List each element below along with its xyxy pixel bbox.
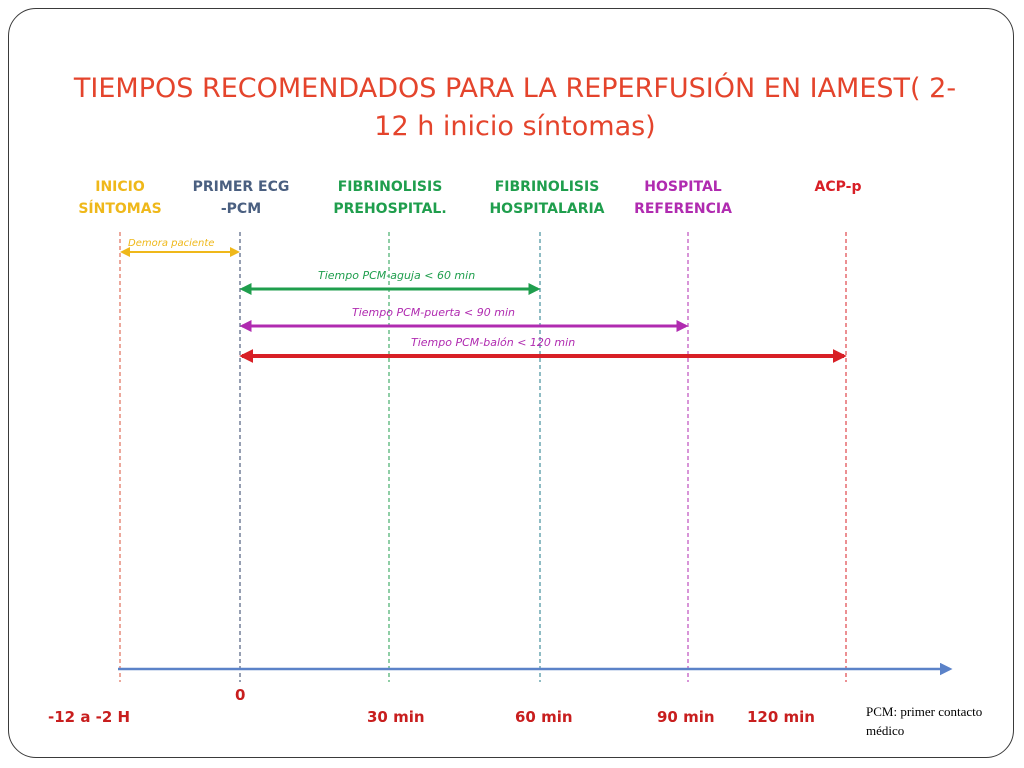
time-label-zero: 0 <box>235 686 246 704</box>
milestone-primer-ecg: PRIMER ECG -PCM <box>193 176 290 220</box>
milestone-primer-ecg-line2: -PCM <box>220 201 262 217</box>
time-label-90min: 90 min <box>657 708 715 726</box>
milestone-fibrinolisis-hosp-line1: FIBRINOLISIS <box>494 179 600 195</box>
milestone-inicio-sintomas: INICIO SÍNTOMAS <box>78 176 161 220</box>
milestone-hospital-referencia: HOSPITAL REFERENCIA <box>634 176 732 220</box>
milestone-fibrinolisis-pre-line1: FIBRINOLISIS <box>337 179 443 195</box>
label-pcm-puerta: Tiempo PCM-puerta < 90 min <box>352 306 515 319</box>
time-label-120min: 120 min <box>747 708 815 726</box>
slide-title: TIEMPOS RECOMENDADOS PARA LA REPERFUSIÓN… <box>73 73 957 142</box>
milestone-hospital-line1: HOSPITAL <box>644 179 722 195</box>
milestone-acp-line1: ACP-p <box>814 179 862 195</box>
milestone-fibrinolisis-hospitalaria: FIBRINOLISIS HOSPITALARIA <box>489 176 604 220</box>
milestone-inicio-line2: SÍNTOMAS <box>78 201 162 217</box>
milestone-primer-ecg-line1: PRIMER ECG <box>192 179 290 195</box>
milestone-fibrinolisis-prehospital: FIBRINOLISIS PREHOSPITAL. <box>333 176 446 220</box>
footnote-pcm: PCM: primer contacto médico <box>866 704 983 738</box>
time-label-60min: 60 min <box>515 708 573 726</box>
time-label-30min: 30 min <box>367 708 425 726</box>
milestone-acp-p: ACP-p <box>815 176 862 198</box>
label-pcm-aguja: Tiempo PCM-aguja < 60 min <box>318 269 475 282</box>
label-demora-paciente: Demora paciente <box>128 238 214 249</box>
milestone-fibrinolisis-hosp-line2: HOSPITALARIA <box>489 201 605 217</box>
milestone-fibrinolisis-pre-line2: PREHOSPITAL. <box>333 201 447 217</box>
milestone-hospital-line2: REFERENCIA <box>634 201 732 217</box>
time-label-start: -12 a -2 H <box>48 708 131 726</box>
slide-frame <box>8 8 1014 758</box>
milestone-inicio-line1: INICIO <box>95 179 145 195</box>
label-pcm-balon: Tiempo PCM-balón < 120 min <box>411 336 575 349</box>
